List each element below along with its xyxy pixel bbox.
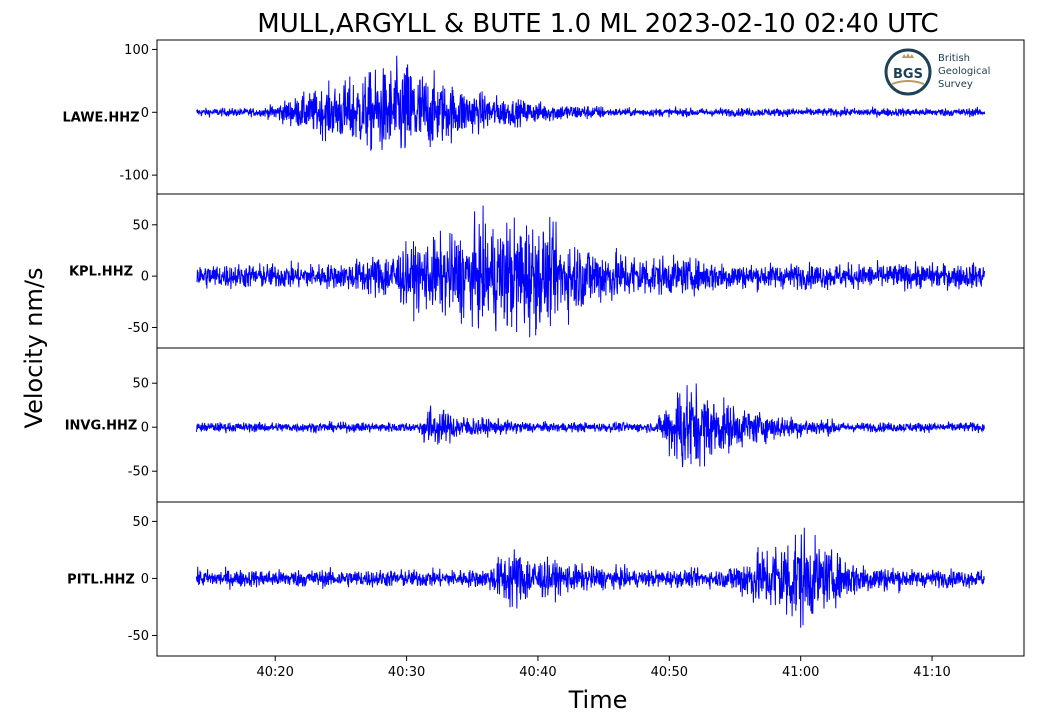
bgs-logo-wave-icon [891,80,925,85]
panel-kpl-hhz: 50 0 -50 KPL.HHZ [69,193,1025,349]
station-label: LAWE.HHZ [62,111,139,126]
y-tick-label: -50 [128,629,149,644]
panel-frame [156,501,1025,657]
x-tick-label: 41:00 [782,665,819,680]
bgs-logo-mark: BGS [893,67,923,82]
x-tick-label: 40:50 [651,665,688,680]
chart-title: MULL,ARGYLL & BUTE 1.0 ML 2023-02-10 02:… [257,9,938,39]
y-tick-label: -100 [119,169,149,184]
y-tick-label: -50 [128,321,149,336]
y-tick-label: -50 [128,465,149,480]
y-tick-label: 100 [124,43,149,58]
station-label: KPL.HHZ [69,265,133,280]
y-tick-label: 0 [141,572,149,587]
bgs-logo: BGS British Geological Survey [884,48,990,96]
waveform-kpl-hhz [196,205,986,338]
y-tick-label: 50 [132,218,149,233]
waveform-pitl-hhz [195,527,985,628]
station-label: INVG.HHZ [65,419,138,434]
x-axis: 40:20 40:30 40:40 40:50 41:00 41:10 [256,656,951,680]
panel-pitl-hhz: 50 0 -50 PITL.HHZ [67,501,1025,657]
x-axis-label: Time [568,686,628,714]
y-tick-label: 50 [132,377,149,392]
x-tick-label: 40:40 [519,665,556,680]
y-axis-label: Velocity nm/s [20,268,48,429]
panel-invg-hhz: 50 0 -50 INVG.HHZ [65,347,1025,503]
bgs-logo-line-2: Geological [938,66,990,77]
y-tick-label: 0 [141,270,149,285]
y-tick-label: 0 [141,421,149,436]
y-tick-label: 50 [132,515,149,530]
x-tick-label: 40:30 [388,665,425,680]
bgs-logo-line-3: Survey [938,79,973,90]
waveform-lawe-hhz [195,55,986,151]
panels: 100 0 -100 LAWE.HHZ 50 0 -50 KPL.HHZ 50 0 -50 INVG.… [62,39,1025,657]
y-tick-label: 0 [141,106,149,121]
panel-lawe-hhz: 100 0 -100 LAWE.HHZ [62,39,1025,195]
bgs-logo-line-1: British [938,53,970,64]
bgs-logo-crown-icon [902,53,914,58]
waveform-invg-hhz [195,383,986,468]
x-tick-label: 40:20 [256,665,293,680]
station-label: PITL.HHZ [67,573,135,588]
x-tick-label: 41:10 [913,665,950,680]
